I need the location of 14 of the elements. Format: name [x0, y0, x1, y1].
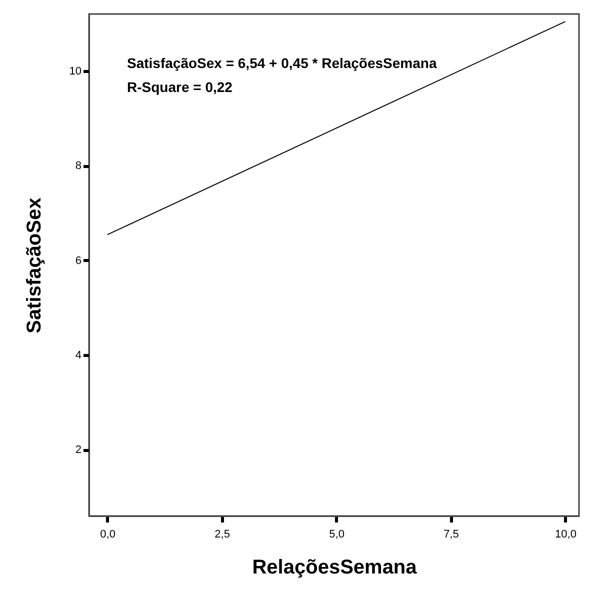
y-tick-label: 4 [75, 349, 82, 362]
x-axis-title: RelaçõesSemana [252, 556, 418, 578]
y-tick-label: 10 [69, 65, 82, 78]
x-tick-label: 2,5 [214, 528, 230, 540]
x-tick-label: 10,0 [555, 528, 576, 540]
annotation: R-Square = 0,22 [127, 79, 233, 95]
annotation: SatisfaçãoSex = 6,54 + 0,45 * RelaçõesSemana [127, 55, 437, 71]
x-tick-label: 0,0 [100, 528, 116, 540]
y-axis-title: SatisfaçãoSex [23, 198, 46, 334]
y-tick-label: 8 [75, 160, 82, 172]
y-tick-label: 6 [75, 254, 82, 267]
x-tick-label: 7,5 [444, 528, 459, 540]
y-tick-label: 2 [75, 444, 82, 456]
x-tick-label: 5,0 [329, 528, 344, 540]
